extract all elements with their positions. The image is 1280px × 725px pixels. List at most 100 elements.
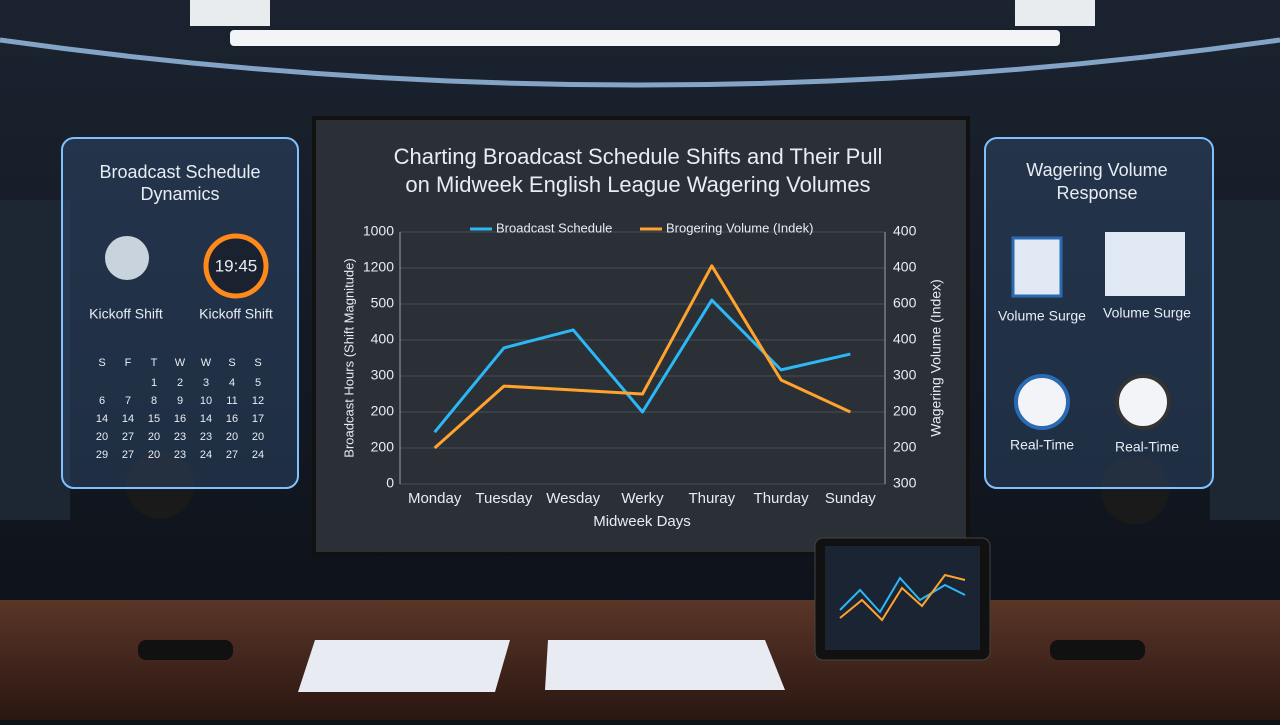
y2-tick-label: 600	[893, 295, 917, 311]
y2-axis-label: Wagering Volume (Index)	[928, 279, 944, 436]
y2-tick-label: 200	[893, 403, 917, 419]
y2-tick-label: 300	[893, 367, 917, 383]
tablet-screen	[825, 546, 980, 650]
calendar-day: 29	[96, 449, 108, 461]
calendar-day: 20	[252, 431, 264, 443]
calendar-day: 27	[226, 449, 238, 461]
calendar-day: 23	[200, 431, 212, 443]
calendar-header: S	[228, 357, 235, 369]
panel-title: Broadcast Schedule	[99, 162, 260, 182]
bar-chart-icon	[1105, 232, 1185, 296]
paper	[545, 640, 785, 690]
x-tick-label: Sunday	[825, 490, 876, 507]
icon-label: Volume Surge	[1103, 305, 1191, 321]
y-tick-label: 200	[371, 403, 395, 419]
y2-tick-label: 300	[893, 475, 917, 491]
calendar-day: 6	[99, 395, 105, 407]
panel-title: Wagering Volume	[1026, 160, 1167, 180]
calendar-day: 16	[226, 413, 238, 425]
icon-label: Kickoff Shift	[199, 306, 273, 322]
calendar-day: 23	[174, 449, 186, 461]
calendar-day: 20	[148, 431, 160, 443]
x-tick-label: Tuesday	[475, 490, 532, 507]
report-icon	[1011, 236, 1063, 298]
calendar-day: 15	[148, 413, 160, 425]
y-tick-label: 1200	[363, 259, 394, 275]
calendar-day: 4	[229, 377, 235, 389]
calendar-day: 20	[148, 449, 160, 461]
y-axis-label: Broadcast Hours (Shift Magnitude)	[341, 258, 356, 457]
calendar-day: 27	[122, 431, 134, 443]
x-tick-label: Thuray	[688, 490, 735, 507]
calendar-day: 5	[255, 377, 261, 389]
series-line	[433, 298, 851, 434]
ceiling-light	[230, 30, 1060, 46]
y-tick-label: 0	[386, 475, 394, 491]
satellite-icon	[105, 236, 149, 280]
calendar-header: T	[151, 357, 158, 369]
calendar-day: 20	[96, 431, 108, 443]
calendar-day: 24	[200, 449, 212, 461]
calendar-header: S	[98, 357, 105, 369]
calendar-header: F	[125, 357, 132, 369]
stopwatch-icon	[1115, 374, 1171, 430]
panel-title: Response	[1056, 183, 1137, 203]
calendar-header: S	[254, 357, 261, 369]
y2-tick-label: 200	[893, 439, 917, 455]
calendar-day: 12	[252, 395, 264, 407]
icon-label: Volume Surge	[998, 308, 1086, 324]
calendar-day: 2	[177, 377, 183, 389]
calendar-day: 16	[174, 413, 186, 425]
y-tick-label: 400	[371, 331, 395, 347]
x-tick-label: Thurday	[754, 490, 810, 507]
series-line	[433, 264, 851, 450]
clock-label: 19:45	[215, 256, 258, 275]
microphone	[126, 451, 194, 519]
chart-title: on Midweek English League Wagering Volum…	[405, 172, 870, 197]
x-tick-label: Wesday	[546, 490, 600, 507]
y-tick-label: 300	[371, 367, 395, 383]
tablet-line	[839, 573, 966, 622]
y-tick-label: 200	[371, 439, 395, 455]
y2-tick-label: 400	[893, 223, 917, 239]
microphone	[1101, 456, 1169, 524]
icon-label: Real-Time	[1115, 439, 1179, 455]
calendar-day: 1	[151, 377, 157, 389]
legend-label: Brogering Volume (Indek)	[666, 220, 813, 235]
y2-tick-label: 400	[893, 331, 917, 347]
calendar-day: 14	[200, 413, 212, 425]
calendar-day: 23	[174, 431, 186, 443]
tablet-line	[839, 576, 966, 614]
side-monitor	[0, 200, 70, 520]
mic-base	[138, 640, 233, 660]
ceiling-light	[190, 0, 270, 26]
side-monitor	[1210, 200, 1280, 520]
x-tick-label: Monday	[408, 490, 462, 507]
legend-label: Broadcast Schedule	[496, 220, 612, 235]
main-screen	[312, 116, 970, 556]
y-tick-label: 1000	[363, 223, 394, 239]
calendar-day: 10	[200, 395, 212, 407]
calendar-day: 27	[122, 449, 134, 461]
y-tick-label: 500	[371, 295, 395, 311]
paper	[298, 640, 510, 692]
calendar-day: 7	[125, 395, 131, 407]
left-panel	[61, 137, 299, 489]
calendar-day: 24	[252, 449, 264, 461]
calendar-day: 9	[177, 395, 183, 407]
mic-base	[1050, 640, 1145, 660]
calendar-day: 3	[203, 377, 209, 389]
calendar-day: 14	[122, 413, 134, 425]
panel-title: Dynamics	[140, 184, 219, 204]
calendar-day: 14	[96, 413, 108, 425]
calendar-day: 11	[226, 395, 237, 407]
calendar-day: 20	[226, 431, 238, 443]
icon-label: Real-Time	[1010, 437, 1074, 453]
x-axis-label: Midweek Days	[593, 513, 691, 530]
icon-label: Kickoff Shift	[89, 306, 163, 322]
chart-title: Charting Broadcast Schedule Shifts and T…	[394, 144, 883, 169]
stopwatch-icon	[1014, 374, 1070, 430]
x-tick-label: Werky	[621, 490, 664, 507]
chart: Charting Broadcast Schedule Shifts and T…	[341, 144, 943, 530]
